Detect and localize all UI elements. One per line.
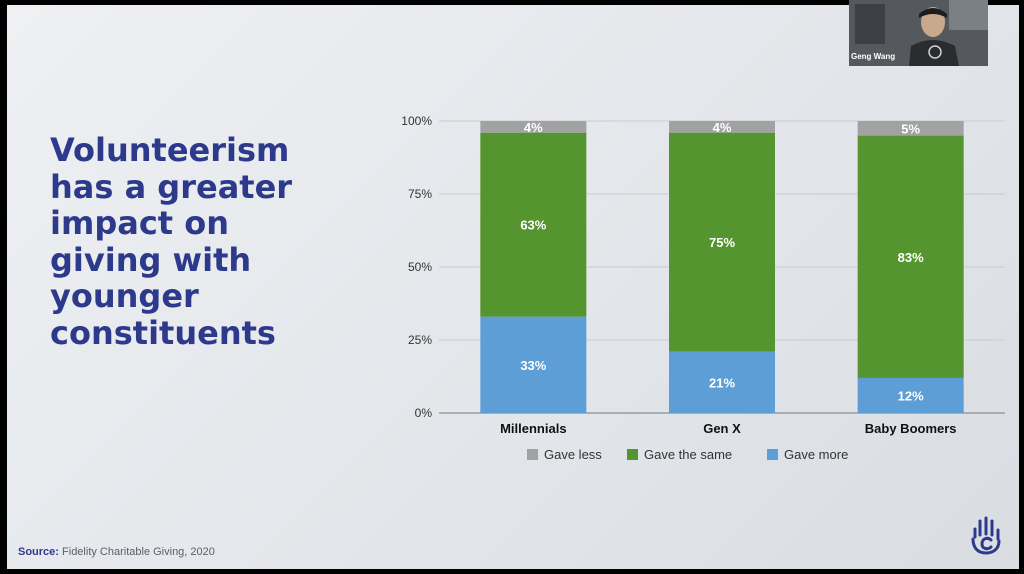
bar-segment [857, 135, 964, 378]
bar-data-label: 5% [901, 121, 920, 136]
slide: Volunteerism has a greater impact on giv… [7, 5, 1019, 569]
y-tick-label: 50% [408, 260, 432, 274]
bar-segment [669, 121, 775, 133]
legend-swatch [527, 449, 538, 460]
legend-label: Gave more [784, 447, 848, 462]
bar-data-label: 21% [709, 375, 735, 390]
y-tick-label: 25% [408, 333, 432, 347]
source-note: Source: Fidelity Charitable Giving, 2020 [18, 546, 215, 558]
y-tick-label: 75% [408, 187, 432, 201]
x-tick-label: Baby Boomers [865, 421, 957, 436]
bar-data-label: 4% [524, 120, 543, 135]
y-axis-ticks: 0% 25% 50% 75% 100% [401, 114, 432, 420]
legend-label: Gave the same [644, 447, 732, 462]
source-text: Fidelity Charitable Giving, 2020 [62, 546, 215, 558]
hand-c-logo-icon [971, 516, 1001, 555]
bar-segment [480, 316, 587, 413]
webcam-video-icon [849, 0, 988, 66]
bar-data-label: 33% [520, 358, 546, 373]
bar-segment [857, 121, 964, 136]
x-tick-label: Millennials [500, 421, 566, 436]
bar-data-label: 4% [713, 120, 732, 135]
x-tick-label: Gen X [703, 421, 741, 436]
bar-segment [669, 351, 775, 413]
participant-name: Geng Wang [851, 52, 896, 61]
bar-segment [480, 132, 587, 317]
legend-swatch [627, 449, 638, 460]
bar-data-label: 83% [898, 250, 924, 265]
bar-segment [480, 121, 587, 133]
x-axis-ticks: Millennials Gen X Baby Boomers [500, 421, 956, 436]
webcam-thumbnail[interactable]: Geng Wang [849, 0, 988, 66]
source-label: Source: [18, 546, 59, 558]
stacked-bar-chart: 0% 25% 50% 75% 100% 33% 63% 4% 21% 75% 4% 12% 83% 5%… [401, 114, 1005, 462]
bar-data-label: 75% [709, 235, 735, 250]
bar-data-label: 63% [520, 218, 546, 233]
bar-data-label: 12% [898, 388, 924, 403]
bar-segment [669, 132, 775, 352]
slide-headline: Volunteerism has a greater impact on giv… [50, 131, 293, 352]
chart-data-labels: 33% 63% 4% 21% 75% 4% 12% 83% 5% [520, 120, 924, 404]
bar-segment [857, 377, 964, 413]
legend-label: Gave less [544, 447, 602, 462]
y-tick-label: 0% [415, 406, 433, 420]
chart-legend: Gave less Gave the same Gave more [527, 447, 848, 462]
chart-bars [480, 121, 964, 413]
legend-swatch [767, 449, 778, 460]
y-tick-label: 100% [401, 114, 432, 128]
